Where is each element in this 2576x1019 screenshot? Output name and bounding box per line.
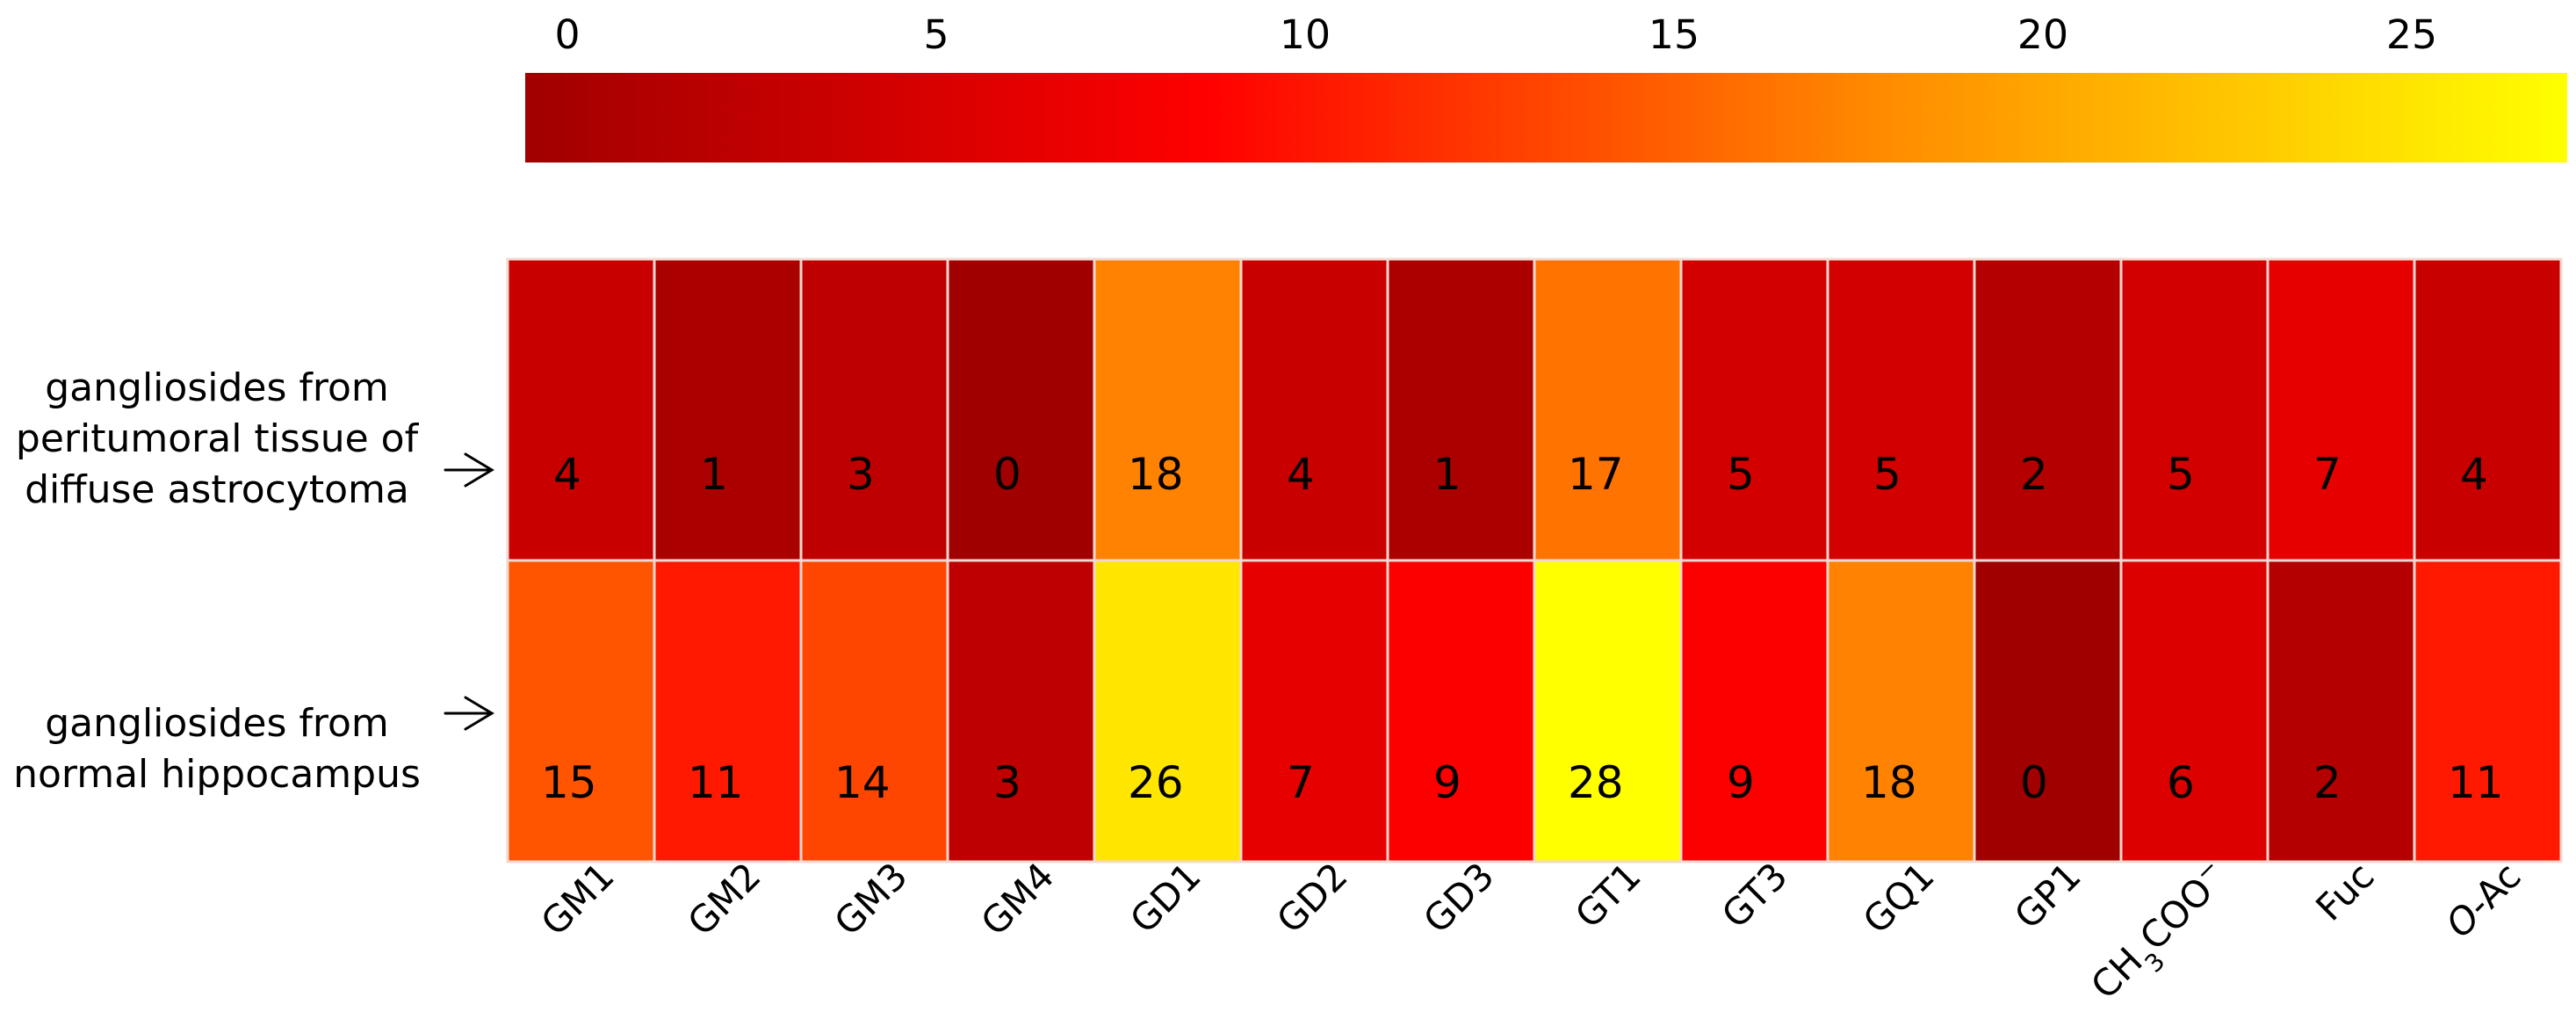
- heatmap-cell: 2: [2266, 559, 2416, 864]
- column-label: GT3: [1714, 854, 1796, 936]
- heatmap-cell: 15: [506, 559, 656, 864]
- colorbar-tick-label: 15: [1649, 11, 1699, 58]
- column-label: GD3: [1415, 854, 1502, 941]
- cell-value: 9: [1727, 757, 1755, 808]
- heatmap-cell: 9: [1679, 559, 1829, 864]
- heatmap-cell: 18: [1093, 257, 1243, 562]
- heatmap-cell: 28: [1533, 559, 1683, 864]
- heatmap-cell: 11: [2413, 559, 2563, 864]
- row-label-line: gangliosides from: [45, 701, 389, 746]
- column-label: GD1: [1122, 854, 1209, 941]
- colorbar: 0 5 10 15 20 25: [525, 11, 2567, 163]
- heatmap-cell: 18: [1826, 559, 1976, 864]
- column-label: GM4: [972, 854, 1062, 943]
- cell-value: 1: [1433, 449, 1461, 500]
- cell-value: 3: [993, 757, 1021, 808]
- cell-value: 0: [2020, 757, 2048, 808]
- row-label-line: gangliosides from: [45, 365, 389, 410]
- column-label: GD2: [1268, 854, 1355, 941]
- heatmap-cell: 17: [1533, 257, 1683, 562]
- column-label: O-Ac: [2437, 854, 2529, 945]
- column-label: GQ1: [1855, 854, 1943, 942]
- colorbar-gradient: [525, 73, 2567, 163]
- colorbar-tick-label: 20: [2017, 11, 2068, 58]
- heatmap-cell: 5: [2119, 257, 2269, 562]
- cell-value: 11: [2448, 757, 2504, 808]
- colorbar-tick-label: 5: [923, 11, 949, 58]
- column-label: GM1: [532, 854, 622, 943]
- cell-value: 26: [1128, 757, 1184, 808]
- cell-value: 1: [700, 449, 728, 500]
- cell-value: 5: [1873, 449, 1901, 500]
- cell-value: 0: [993, 449, 1021, 500]
- heatmap-cell: 0: [1973, 559, 2123, 864]
- cell-value: 6: [2167, 757, 2195, 808]
- column-label: GP1: [2006, 854, 2089, 936]
- cell-value: 28: [1568, 757, 1624, 808]
- heatmap-cell: 14: [799, 559, 949, 864]
- cell-value: 15: [541, 757, 597, 808]
- heatmap-cell: 9: [1386, 559, 1536, 864]
- cell-value: 3: [847, 449, 875, 500]
- row-label-line: diffuse astrocytoma: [25, 467, 409, 512]
- row-label-line: normal hippocampus: [13, 752, 421, 797]
- cell-value: 9: [1433, 757, 1461, 808]
- cell-value: 5: [2167, 449, 2195, 500]
- cell-value: 14: [834, 757, 891, 808]
- cell-value: 17: [1568, 449, 1624, 500]
- heatmap-cell: 11: [653, 559, 803, 864]
- cell-value: 18: [1128, 449, 1184, 500]
- heatmap-cell: 4: [1239, 257, 1389, 562]
- column-label: GM3: [826, 854, 915, 943]
- column-label: CH3COO−: [2081, 852, 2244, 1015]
- heatmap-cell: 5: [1679, 257, 1829, 562]
- row-label-line: peritumoral tissue of: [16, 416, 420, 461]
- column-label: GM2: [679, 854, 768, 943]
- heatmap-cell: 2: [1973, 257, 2123, 562]
- column-labels: GM1 GM2 GM3 GM4 GD1 GD2 GD3 GT1 GT3 GQ1 GP1CH3COO−…: [532, 852, 2529, 1015]
- cell-value: 4: [2460, 449, 2488, 500]
- row-arrow: [444, 696, 494, 731]
- cell-value: 7: [2313, 449, 2341, 500]
- row-arrow: [444, 452, 494, 488]
- colorbar-tick-label: 10: [1280, 11, 1331, 58]
- heatmap-cell: 1: [1386, 257, 1536, 562]
- row-label: gangliosides from peritumoral tissue of di…: [16, 365, 494, 512]
- cell-value: 2: [2313, 757, 2341, 808]
- heatmap-cell: 3: [799, 257, 949, 562]
- cell-value: 18: [1861, 757, 1917, 808]
- heatmap-cell: 3: [946, 559, 1096, 864]
- cell-value: 11: [688, 757, 744, 808]
- heatmap-cell: 7: [1239, 559, 1389, 864]
- heatmap-cell: 1: [653, 257, 803, 562]
- heatmap-cells: 4 1 3 0 18 4 1 17 5 5 2 5 7 4 15 11 14 3 26 7 9 28 9 18 0 6 2 11: [506, 257, 2563, 864]
- heatmap-cell: 26: [1093, 559, 1243, 864]
- heatmap-cell: 7: [2266, 257, 2416, 562]
- heatmap-cell: 5: [1826, 257, 1976, 562]
- heatmap-cell: 6: [2119, 559, 2269, 864]
- row-label: gangliosides from normal hippocampus: [13, 696, 494, 797]
- colorbar-tick-label: 25: [2386, 11, 2437, 58]
- heatmap-cell: 4: [506, 257, 656, 562]
- cell-value: 7: [1287, 757, 1315, 808]
- heatmap-cell: 0: [946, 257, 1096, 562]
- cell-value: 5: [1727, 449, 1755, 500]
- colorbar-tick-label: 0: [554, 11, 580, 58]
- row-labels: gangliosides from peritumoral tissue of di…: [13, 365, 494, 797]
- cell-value: 4: [553, 449, 581, 500]
- column-label: Fuc: [2307, 854, 2382, 929]
- cell-value: 4: [1287, 449, 1315, 500]
- heatmap-cell: 4: [2413, 257, 2563, 562]
- column-label: GT1: [1567, 854, 1649, 936]
- cell-value: 2: [2020, 449, 2048, 500]
